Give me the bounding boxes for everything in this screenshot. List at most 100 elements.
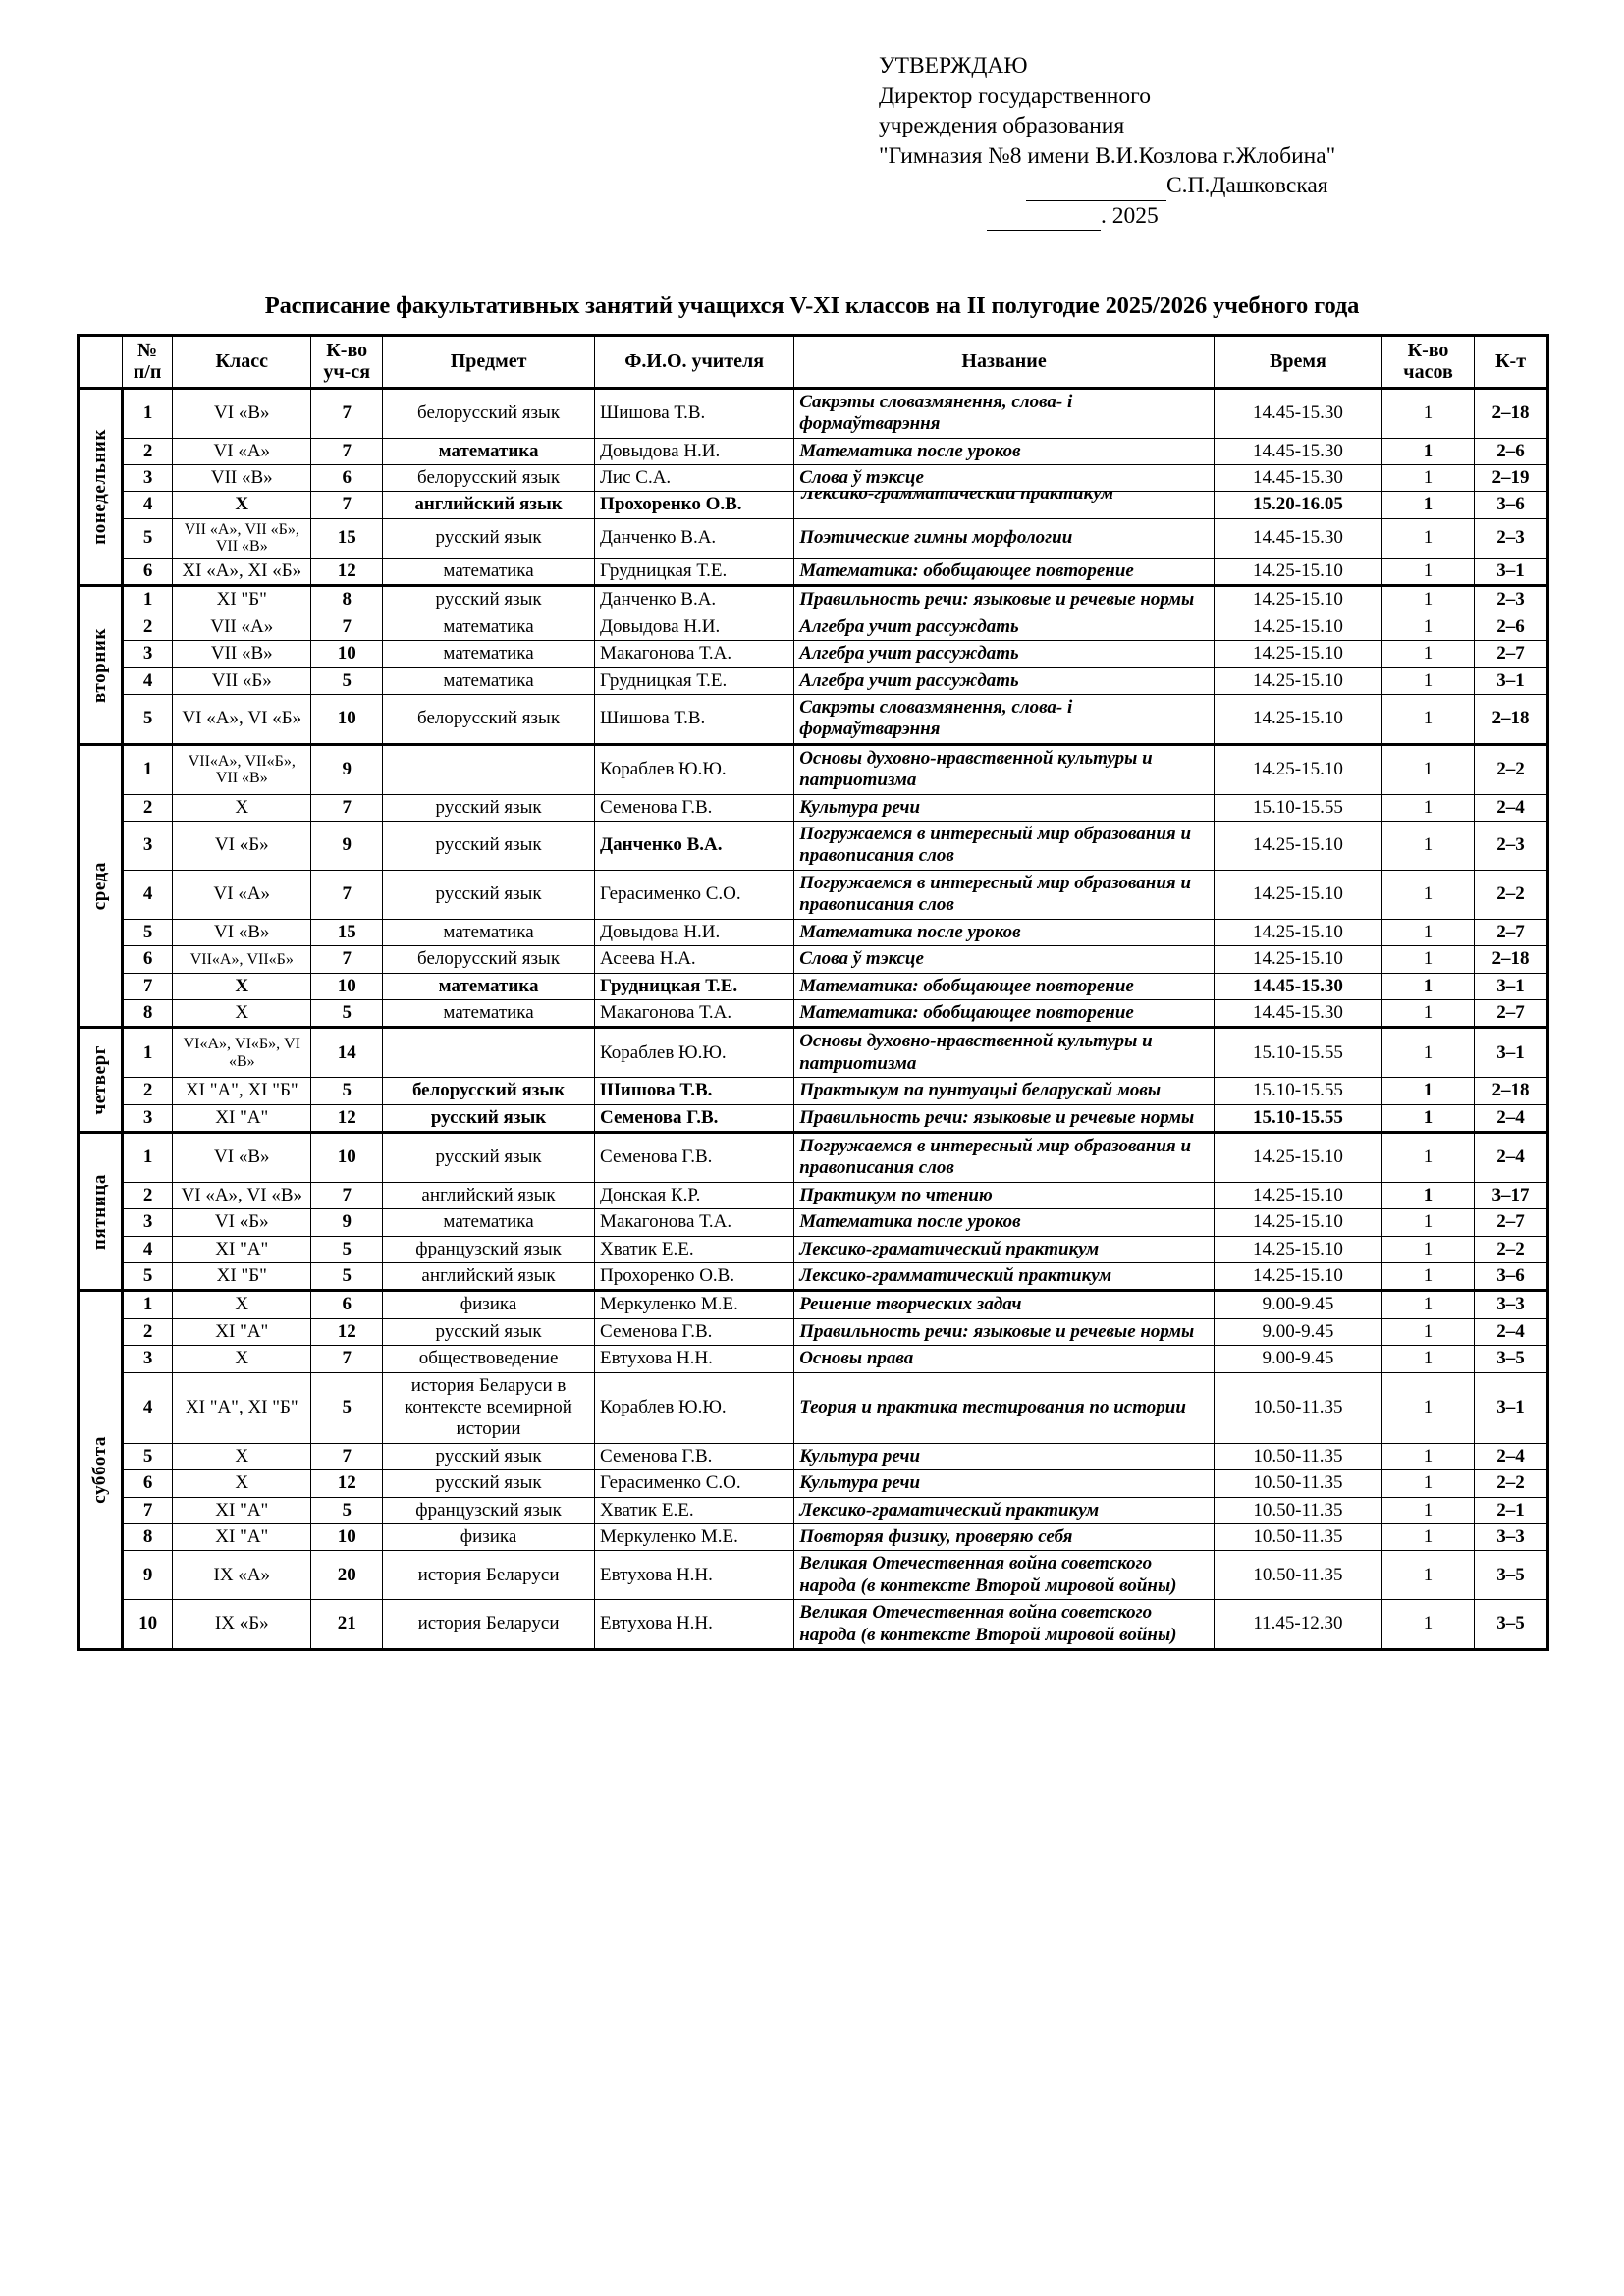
teacher-cell: Евтухова Н.Н. <box>594 1599 795 1651</box>
subject-cell: русский язык <box>382 1103 596 1133</box>
time-cell: 9.00-9.45 <box>1213 1289 1382 1319</box>
subject-cell: белорусский язык <box>382 463 596 493</box>
time-cell: 14.25-15.10 <box>1213 557 1382 587</box>
class-cell: X <box>172 1345 312 1373</box>
subject-cell: математика <box>382 972 596 1000</box>
subject-cell: математика <box>382 1208 596 1237</box>
room-cell: 3–5 <box>1474 1345 1548 1373</box>
hours-cell: 1 <box>1380 1371 1476 1444</box>
hours-cell: 1 <box>1380 1599 1476 1651</box>
signature-blank <box>1026 176 1166 201</box>
room-cell: 2–4 <box>1474 1103 1548 1133</box>
class-cell: VII «А» <box>172 613 312 642</box>
room-cell: 2–7 <box>1474 998 1548 1029</box>
teacher-cell: Семенова Г.В. <box>594 1130 795 1183</box>
teacher-cell: Макагонова Т.А. <box>594 1208 795 1237</box>
row-number: 2 <box>121 793 174 823</box>
row-number: 1 <box>121 1130 174 1183</box>
course-name-cell: Поэтические гимны морфологии <box>793 517 1215 560</box>
hours-cell: 1 <box>1380 517 1476 560</box>
teacher-cell: Кораблев Ю.Ю. <box>594 742 795 795</box>
time-cell: 14.45-15.30 <box>1213 437 1382 466</box>
class-cell: XI "А" <box>172 1235 312 1263</box>
class-cell: X <box>172 972 312 1000</box>
student-count-cell: 5 <box>310 1261 384 1292</box>
student-count-cell: 5 <box>310 1235 384 1263</box>
approval-date-line: . 2025 <box>879 201 1488 232</box>
subject-cell: русский язык <box>382 869 596 920</box>
room-cell: 2–2 <box>1474 869 1548 920</box>
table-row: 2 XI "А" 12 русский язык Семенова Г.В. Правил… <box>79 1317 1548 1347</box>
course-name-cell: Математика после уроков <box>793 1208 1215 1237</box>
room-cell: 2–4 <box>1474 793 1548 823</box>
schedule-table-wrap: № п/п Класс К-во уч-ся Предмет Ф.И.О. учит… <box>77 334 1549 1652</box>
time-cell: 9.00-9.45 <box>1213 1345 1382 1373</box>
room-cell: 2–18 <box>1474 945 1548 974</box>
time-cell: 14.45-15.30 <box>1213 517 1382 560</box>
class-cell: X <box>172 491 312 519</box>
teacher-cell: Лис С.А. <box>594 463 795 493</box>
table-row: 3 VI «Б» 9 математика Макагонова Т.А. Математ… <box>79 1208 1548 1237</box>
table-row: 3 XI "А" 12 русский язык Семенова Г.В. Правил… <box>79 1103 1548 1133</box>
time-cell: 11.45-12.30 <box>1213 1599 1382 1651</box>
student-count-cell: 12 <box>310 1469 384 1498</box>
header-room: К-т <box>1474 334 1548 389</box>
table-row: 2 X 7 русский язык Семенова Г.В. Культура реч… <box>79 793 1548 823</box>
class-cell: X <box>172 793 312 823</box>
course-name-cell: Культура речи <box>793 793 1215 823</box>
class-cell: X <box>172 1442 312 1471</box>
class-cell: VII «А», VII «Б», VII «В» <box>172 517 312 560</box>
course-name-cell: Основы права <box>793 1345 1215 1373</box>
day-label-cell-среда: среда <box>77 742 124 1029</box>
teacher-cell: Шишова Т.В. <box>594 694 795 745</box>
subject-cell: английский язык <box>382 1261 596 1292</box>
student-count-cell: 21 <box>310 1599 384 1651</box>
hours-cell: 1 <box>1380 491 1476 519</box>
table-row: 2 VI «А», VI «В» 7 английский язык Донская К… <box>79 1181 1548 1210</box>
hours-cell: 1 <box>1380 1317 1476 1347</box>
day-label: пятница <box>88 1173 110 1250</box>
table-row: 4 XI "А", XI "Б" 5 история Беларуси в конте… <box>79 1371 1548 1444</box>
course-name-cell: Практыкум па пунтуацыі беларускай мовы <box>793 1077 1215 1105</box>
row-number: 1 <box>121 1026 174 1079</box>
time-cell: 10.50-11.35 <box>1213 1523 1382 1552</box>
subject-cell: история Беларуси <box>382 1599 596 1651</box>
course-name-cell: Математика: обобщающее повторение <box>793 557 1215 587</box>
time-cell: 10.50-11.35 <box>1213 1469 1382 1498</box>
room-cell: 2–18 <box>1474 694 1548 745</box>
student-count-cell: 5 <box>310 667 384 696</box>
subject-cell: белорусский язык <box>382 694 596 745</box>
student-count-cell: 5 <box>310 1077 384 1105</box>
row-number: 3 <box>121 821 174 871</box>
room-cell: 2–4 <box>1474 1130 1548 1183</box>
course-name-cell: Культура речи <box>793 1442 1215 1471</box>
table-row: 3 VII «В» 10 математика Макагонова Т.А. Алгеб… <box>79 640 1548 668</box>
hours-cell: 1 <box>1380 613 1476 642</box>
course-name-cell: Теория и практика тестирования по истори… <box>793 1371 1215 1444</box>
teacher-cell: Довыдова Н.И. <box>594 918 795 947</box>
hours-cell: 1 <box>1380 1130 1476 1183</box>
room-cell: 3–1 <box>1474 1371 1548 1444</box>
student-count-cell: 5 <box>310 998 384 1029</box>
time-cell: 15.10-15.55 <box>1213 1103 1382 1133</box>
subject-cell: история Беларуси <box>382 1550 596 1601</box>
row-number: 6 <box>121 557 174 587</box>
class-cell: IX «А» <box>172 1550 312 1601</box>
course-name-cell: Математика: обобщающее повторение <box>793 972 1215 1000</box>
student-count-cell: 15 <box>310 918 384 947</box>
subject-cell: обществоведение <box>382 1345 596 1373</box>
class-cell: VI «В» <box>172 918 312 947</box>
time-cell: 15.10-15.55 <box>1213 1026 1382 1079</box>
hours-cell: 1 <box>1380 640 1476 668</box>
table-row: 9 IX «А» 20 история Беларуси Евтухова Н.Н. Ве… <box>79 1550 1548 1601</box>
room-cell: 2–4 <box>1474 1442 1548 1471</box>
teacher-cell: Довыдова Н.И. <box>594 613 795 642</box>
header-count-line1: К-во <box>326 340 368 361</box>
student-count-cell: 7 <box>310 869 384 920</box>
hours-cell: 1 <box>1380 1235 1476 1263</box>
table-row: 6 XI «А», XI «Б» 12 математика Грудницкая Т.… <box>79 557 1548 587</box>
row-number: 8 <box>121 1523 174 1552</box>
hours-cell: 1 <box>1380 998 1476 1029</box>
hours-cell: 1 <box>1380 1442 1476 1471</box>
room-cell: 3–17 <box>1474 1181 1548 1210</box>
